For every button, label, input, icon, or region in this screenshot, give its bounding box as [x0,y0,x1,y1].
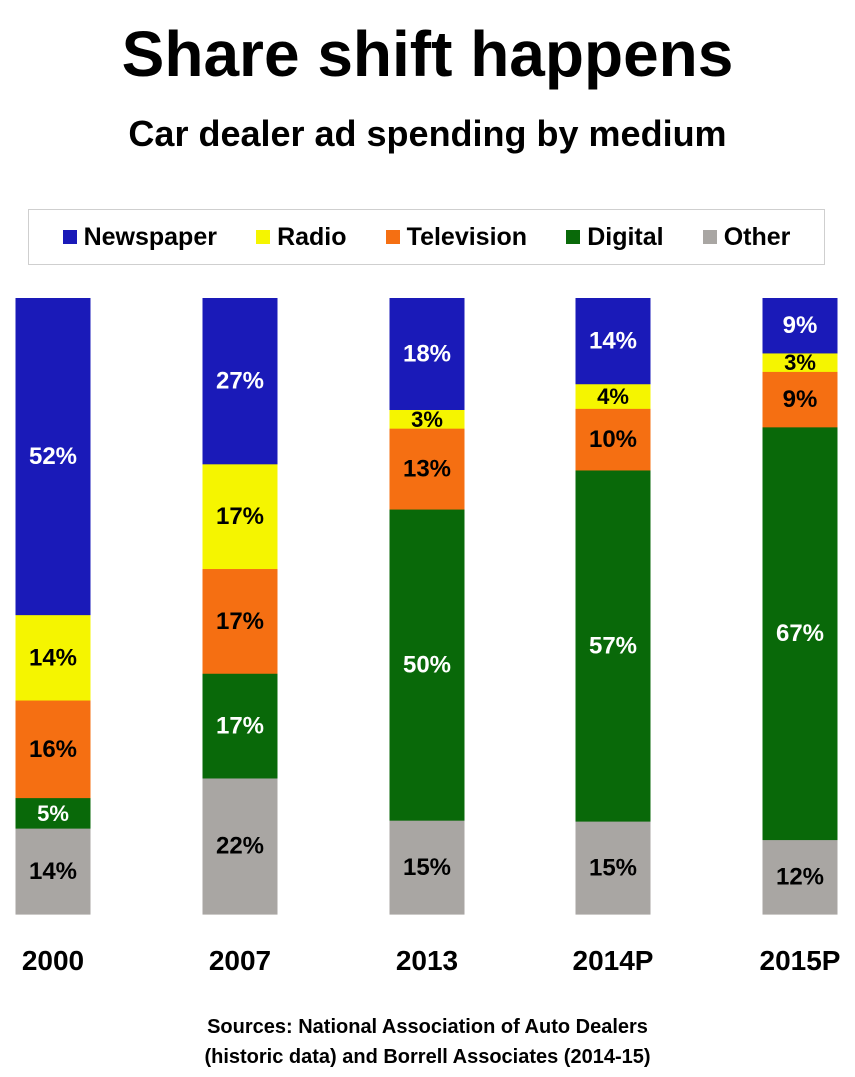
bar-segment-newspaper-2015p [762,298,838,355]
data-label-television-2015p: 9% [783,386,818,413]
legend-swatch-radio [256,230,271,244]
legend-label-other: Other [723,222,791,251]
data-label-newspaper-2000: 52% [29,443,77,470]
data-label-digital-2000: 5% [37,801,69,826]
data-label-radio-2014p: 4% [597,384,629,409]
bar-segment-digital-2014p [575,470,651,823]
bar-segment-newspaper-2000 [15,298,91,616]
data-label-digital-2013: 50% [403,652,451,679]
x-tick-label-2013: 2013 [396,945,458,976]
legend-entry-digital: Digital [566,222,664,252]
data-label-newspaper-2014p: 14% [589,328,637,355]
bar-segment-television-2000 [15,700,91,799]
sources-note: Sources: National Association of Auto De… [0,1012,855,1072]
chart-subtitle: Car dealer ad spending by medium [128,113,727,154]
chart-title: Share shift happens [121,18,734,90]
bar-segment-television-2014p [575,408,651,472]
bar-segment-radio-2007 [202,464,278,570]
bar-segment-other-2007 [202,778,278,915]
bar-segment-newspaper-2013 [389,298,465,411]
bar-segment-digital-2007 [202,673,278,780]
bar-segment-television-2013 [389,428,465,511]
bar-segment-other-2000 [15,828,91,915]
data-label-digital-2014p: 57% [589,633,637,660]
legend-swatch-digital [566,230,581,244]
bar-segment-other-2015p [762,840,838,915]
legend-entry-newspaper: Newspaper [62,222,217,252]
data-label-other-2000: 14% [29,858,77,885]
data-label-other-2015p: 12% [776,864,824,891]
x-tick-label-2007: 2007 [209,945,271,976]
data-label-television-2014p: 10% [589,426,637,453]
bar-segment-digital-2000 [15,798,91,830]
data-label-radio-2000: 14% [29,644,77,671]
x-tick-label-2014p: 2014P [573,945,654,976]
sources-line-2: (historic data) and Borrell Associates (… [204,1046,651,1068]
legend-label-digital: Digital [587,222,664,251]
bar-segment-other-2014p [575,821,651,915]
data-label-digital-2015p: 67% [776,620,824,647]
data-label-television-2000: 16% [29,736,77,763]
data-label-other-2014p: 15% [589,854,637,881]
x-tick-label-2015p: 2015P [760,945,841,976]
data-label-radio-2015p: 3% [784,350,816,375]
data-label-newspaper-2015p: 9% [783,312,818,339]
data-label-newspaper-2013: 18% [403,341,451,368]
data-label-other-2007: 22% [216,833,264,860]
legend-swatch-other [702,230,717,244]
data-label-other-2013: 15% [403,854,451,881]
bar-segment-radio-2014p [575,384,651,410]
bar-segment-other-2013 [389,820,465,915]
data-label-television-2007: 17% [216,608,264,635]
sources-line-1: Sources: National Association of Auto De… [207,1016,648,1038]
legend-entry-radio: Radio [256,222,347,252]
data-label-radio-2007: 17% [216,503,264,530]
bar-segment-newspaper-2007 [202,298,278,465]
legend-swatch-television [385,230,400,244]
data-label-newspaper-2007: 27% [216,368,264,395]
bar-segment-radio-2015p [762,353,838,373]
bar-segment-newspaper-2014p [575,298,651,385]
bar-segment-television-2015p [762,371,838,428]
data-label-radio-2013: 3% [411,407,443,432]
legend-label-television: Television [406,222,528,251]
bar-segment-digital-2013 [389,509,465,822]
legend-entry-other: Other [702,222,791,252]
bar-segment-radio-2013 [389,410,465,430]
x-tick-label-2000: 2000 [22,945,84,976]
data-label-television-2013: 13% [403,456,451,483]
legend-label-newspaper: Newspaper [83,222,217,251]
bar-segment-digital-2015p [762,427,838,841]
data-label-digital-2007: 17% [216,713,264,740]
legend-label-radio: Radio [277,222,347,251]
bar-segment-radio-2000 [15,615,91,702]
legend-entry-television: Television [385,222,528,252]
chart-legend: Newspaper Radio Television Digital Other [28,209,825,265]
bar-segment-television-2007 [202,569,278,675]
legend-swatch-newspaper [62,230,77,244]
